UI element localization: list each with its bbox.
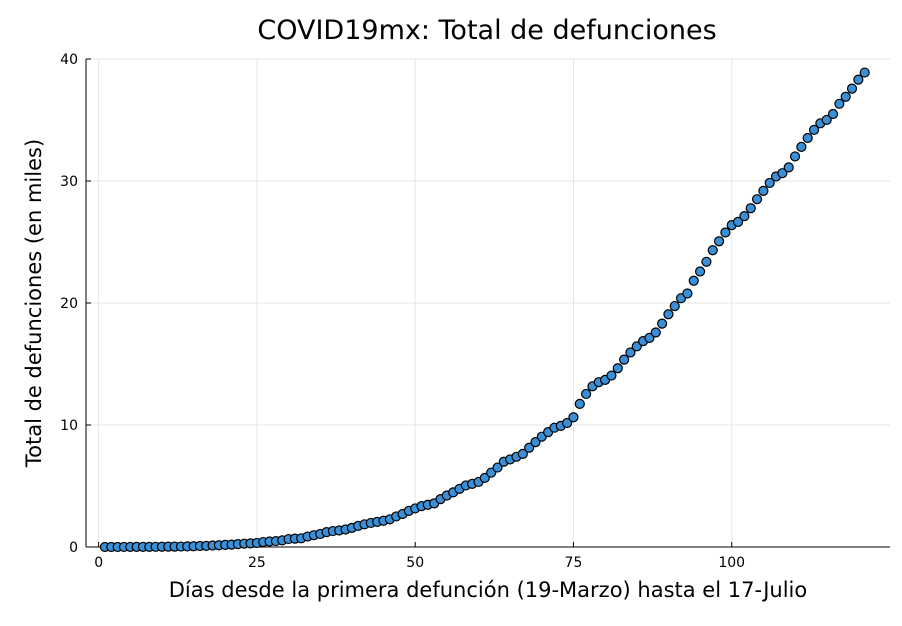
y-ticks: 0 10 20 30 40 (60, 52, 91, 556)
data-point (625, 347, 636, 358)
data-point (834, 98, 845, 109)
x-tick-label: 0 (94, 555, 103, 571)
y-tick-label: 10 (60, 418, 78, 434)
data-point (581, 388, 592, 400)
data-point (644, 332, 655, 343)
x-ticks: 0 25 50 75 100 (94, 542, 745, 571)
y-tick-label: 40 (60, 52, 78, 68)
data-point (821, 114, 832, 126)
data-point (517, 448, 528, 459)
y-tick-label: 30 (60, 174, 78, 190)
data-point (707, 245, 718, 256)
data-point (739, 211, 750, 222)
data-point (688, 275, 699, 286)
data-point (789, 151, 801, 162)
data-point (612, 363, 623, 374)
data-point (777, 168, 788, 179)
data-point (682, 288, 693, 299)
data-point (606, 370, 617, 381)
data-point (701, 256, 712, 267)
x-axis-label: Días desde la primera defunción (19-Marz… (169, 578, 807, 602)
data-point (713, 236, 725, 247)
data-point (751, 194, 763, 205)
y-tick-label: 20 (60, 296, 78, 312)
data-point (562, 417, 573, 429)
data-point (663, 309, 674, 320)
data-point (656, 318, 668, 329)
data-point (808, 124, 820, 135)
data-point (732, 216, 744, 227)
data-point (568, 412, 579, 423)
data-point (694, 266, 706, 277)
x-tick-label: 75 (565, 555, 583, 571)
data-point (853, 74, 864, 85)
data-point (669, 300, 680, 312)
y-tick-label: 0 (69, 540, 78, 556)
data-point (758, 185, 769, 196)
data-point (827, 108, 839, 120)
data-point (650, 327, 661, 338)
data-points (99, 67, 870, 553)
data-point (802, 132, 813, 144)
data-point (859, 67, 870, 78)
data-point (574, 398, 585, 410)
data-point (796, 141, 807, 152)
x-tick-label: 25 (248, 555, 266, 571)
data-point (720, 227, 731, 238)
data-point (840, 91, 851, 102)
data-point (764, 177, 775, 189)
chart-title: COVID19mx: Total de defunciones (257, 15, 716, 46)
data-point (524, 442, 535, 453)
data-point (846, 83, 858, 94)
data-point (745, 203, 756, 214)
x-tick-label: 100 (718, 555, 745, 571)
x-tick-label: 50 (406, 555, 424, 571)
data-point (492, 462, 503, 473)
data-point (619, 354, 630, 365)
y-axis-label: Total de defunciones (en miles) (22, 139, 46, 468)
data-point (783, 162, 794, 173)
data-point (530, 437, 541, 448)
